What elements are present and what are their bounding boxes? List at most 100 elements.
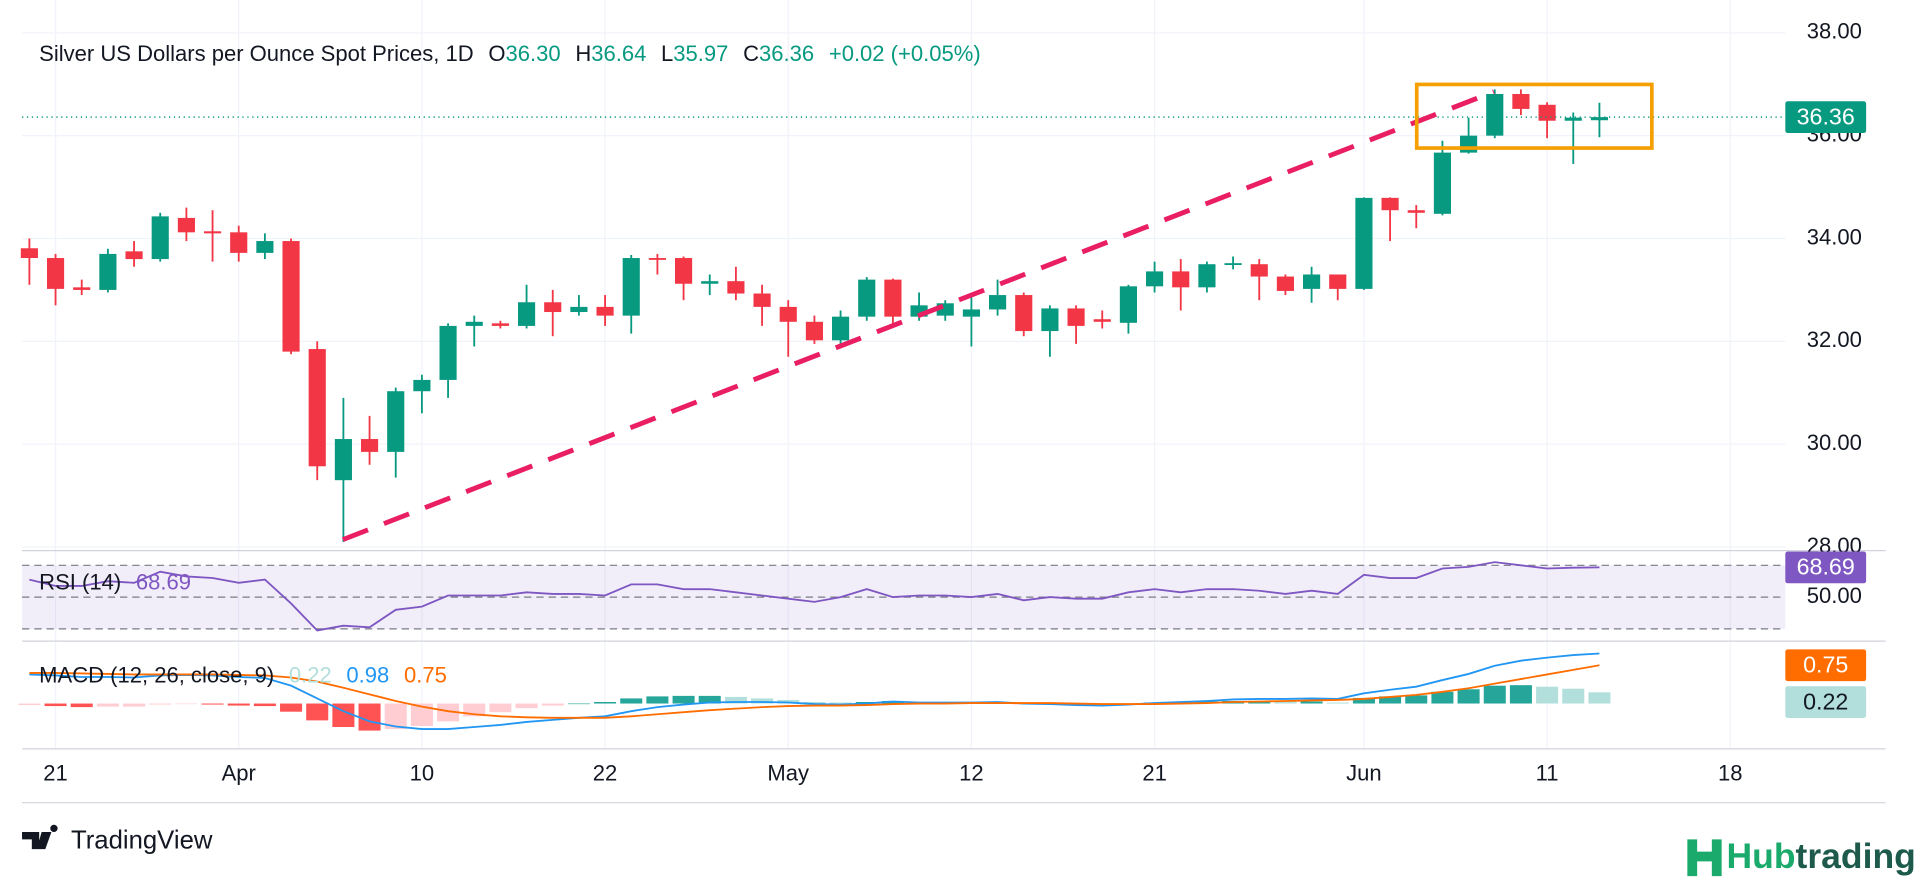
legend-key: L	[661, 41, 673, 66]
candle-body	[491, 323, 509, 326]
candle-body	[1538, 104, 1556, 121]
price-badge-label: 36.36	[1797, 104, 1855, 130]
candle-body	[230, 232, 248, 253]
macd-line	[29, 652, 1600, 730]
macd-title: MACD (12, 26, close, 9)	[39, 662, 274, 687]
chart-title: Silver US Dollars per Ounce Spot Prices,…	[39, 41, 474, 66]
candle-body	[1276, 276, 1294, 291]
y-tick-label: 32.00	[1807, 327, 1862, 352]
macd-legend: MACD (12, 26, close, 9) 0.22 0.98 0.75	[39, 662, 447, 687]
candle-body	[1250, 264, 1268, 277]
candle-body	[1041, 308, 1059, 332]
candle-body	[570, 306, 588, 313]
macd-histogram-bar	[1588, 692, 1611, 704]
price-badge	[1785, 551, 1867, 584]
price-badge	[1785, 686, 1867, 719]
legend-key: C	[743, 41, 759, 66]
candle-body	[517, 302, 536, 326]
x-tick-label: 22	[593, 760, 618, 785]
candle-body	[753, 293, 771, 307]
legend-change: +0.02 (+0.05%)	[829, 41, 981, 66]
x-tick-label: 11	[1536, 760, 1559, 785]
candle-body	[544, 302, 562, 313]
candle-body	[1512, 93, 1530, 109]
candle-body	[439, 325, 457, 380]
macd-histogram-bar	[1274, 701, 1297, 704]
brand: Hubtrading	[1727, 836, 1916, 876]
macd-histogram-bar	[515, 703, 538, 709]
legend-value: 36.36	[759, 41, 814, 66]
candle-body	[1381, 197, 1399, 211]
candle-body	[1460, 135, 1478, 153]
price-badge	[1785, 101, 1867, 134]
macd-histogram-bar	[201, 703, 224, 705]
candle-body	[832, 316, 850, 341]
rsi-legend: RSI (14) 68.69	[39, 569, 191, 594]
y-tick-label: 30.00	[1807, 430, 1862, 455]
consolidation-box	[1414, 82, 1654, 150]
overlay: 28.0030.0032.0034.0036.0038.0050.000.003…	[1785, 19, 1867, 719]
candle-body	[46, 258, 65, 289]
candle-body	[1224, 263, 1242, 266]
macd-histogram-bar	[306, 703, 329, 721]
macd-value: 0.98	[346, 662, 389, 687]
macd-histogram-bar	[829, 702, 852, 704]
macd-histogram-bar	[18, 703, 41, 706]
macd-histogram-bar	[751, 698, 774, 704]
macd-histogram-bar	[253, 703, 276, 707]
candle-body	[1564, 117, 1582, 121]
macd-histogram-bar	[1405, 695, 1428, 704]
x-tick-label: 21	[1142, 760, 1167, 785]
x-tick-label: 12	[959, 760, 984, 785]
macd-histogram-bar	[358, 703, 381, 731]
macd-histogram-bar	[672, 695, 695, 704]
candle-body	[622, 258, 640, 316]
hub-icon	[1687, 839, 1722, 877]
macd-histogram-bar	[1431, 691, 1454, 704]
candle-body	[1407, 210, 1425, 213]
macd-histogram-bar	[1352, 697, 1375, 704]
macd-histogram-bar	[227, 703, 250, 706]
candle-body	[125, 251, 143, 260]
macd-histogram-bar	[724, 696, 747, 704]
price-badge	[1785, 649, 1867, 682]
candle-body	[203, 231, 222, 234]
macd-histogram-bar	[594, 702, 617, 704]
candle-body	[73, 287, 91, 290]
candle-body	[701, 281, 719, 284]
rsi-line	[29, 561, 1600, 632]
panel-separators	[22, 550, 1886, 804]
macd-histogram-bar	[44, 703, 67, 707]
price-badge-label: 0.22	[1803, 688, 1848, 714]
legend-key: O	[488, 41, 505, 66]
candle-body	[360, 439, 379, 452]
candle-body	[1093, 319, 1111, 322]
macd-histogram-bar	[489, 703, 512, 713]
candle-body	[20, 248, 38, 259]
brand-b: trading	[1796, 836, 1916, 876]
macd-histogram-bar	[1562, 688, 1585, 704]
candle-body	[1015, 295, 1033, 332]
candle-body	[1303, 274, 1321, 289]
price-badge-label: 0.75	[1803, 652, 1848, 678]
macd-hist-value: 0.22	[289, 662, 332, 687]
candle-body	[675, 258, 693, 284]
candle-body	[1067, 308, 1085, 326]
y-tick-label: 50.00	[1807, 583, 1862, 608]
macd-histogram-bar	[646, 696, 669, 704]
legend-value: 36.64	[591, 41, 646, 66]
rsi-value: 68.69	[136, 569, 191, 594]
legend-value: 35.97	[673, 41, 728, 66]
candle-body	[884, 279, 902, 317]
macd-histogram-bar	[620, 698, 643, 704]
candle-body	[1590, 117, 1608, 121]
candle-body	[334, 439, 352, 481]
annotations	[341, 82, 1654, 542]
candle-body	[256, 241, 274, 253]
macd-histogram-bar	[1300, 701, 1323, 704]
macd-histogram-bar	[437, 703, 460, 722]
macd-histogram-bar	[1457, 689, 1480, 704]
candle-body	[177, 217, 195, 233]
candle-body	[282, 241, 300, 352]
